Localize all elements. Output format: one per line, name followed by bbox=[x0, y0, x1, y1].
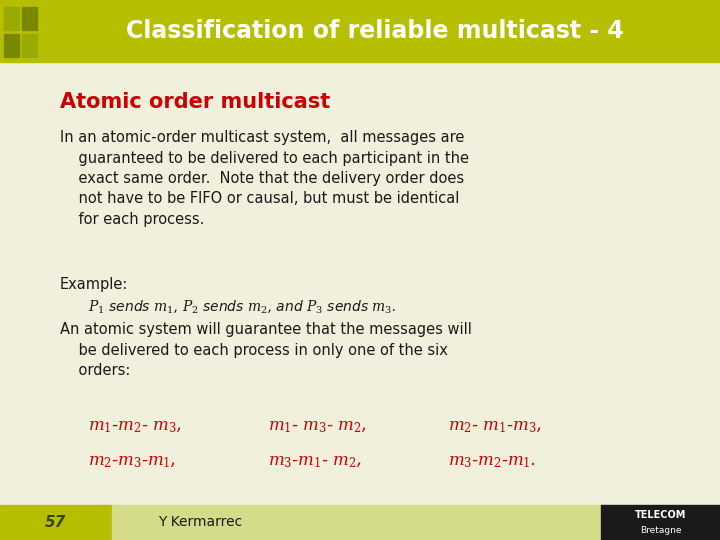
Text: TELECOM: TELECOM bbox=[635, 510, 687, 519]
Text: An atomic system will guarantee that the messages will
    be delivered to each : An atomic system will guarantee that the… bbox=[60, 322, 472, 378]
Text: Example:: Example: bbox=[60, 277, 128, 292]
Text: Y Kermarrec: Y Kermarrec bbox=[158, 516, 243, 529]
Text: $m_1$-$m_2$- $m_3$,: $m_1$-$m_2$- $m_3$, bbox=[88, 417, 181, 435]
Text: $m_2$-$m_3$-$m_1$,: $m_2$-$m_3$-$m_1$, bbox=[88, 452, 176, 470]
Text: In an atomic-order multicast system,  all messages are
    guaranteed to be deli: In an atomic-order multicast system, all… bbox=[60, 130, 469, 227]
Text: $P_1$ sends $m_1$, $P_2$ sends $m_2$, and $P_3$ sends $m_3$.: $P_1$ sends $m_1$, $P_2$ sends $m_2$, an… bbox=[88, 298, 396, 315]
Text: $m_3$-$m_2$-$m_1$.: $m_3$-$m_2$-$m_1$. bbox=[448, 452, 536, 470]
Text: 57: 57 bbox=[45, 515, 66, 530]
Text: $m_1$- $m_3$- $m_2$,: $m_1$- $m_3$- $m_2$, bbox=[268, 417, 366, 435]
Text: Classification of reliable multicast - 4: Classification of reliable multicast - 4 bbox=[126, 19, 624, 43]
Text: $m_3$-$m_1$- $m_2$,: $m_3$-$m_1$- $m_2$, bbox=[268, 452, 361, 470]
Text: Bretagne: Bretagne bbox=[640, 525, 682, 535]
Text: $m_2$- $m_1$-$m_3$,: $m_2$- $m_1$-$m_3$, bbox=[448, 417, 541, 435]
Text: Atomic order multicast: Atomic order multicast bbox=[60, 92, 330, 112]
